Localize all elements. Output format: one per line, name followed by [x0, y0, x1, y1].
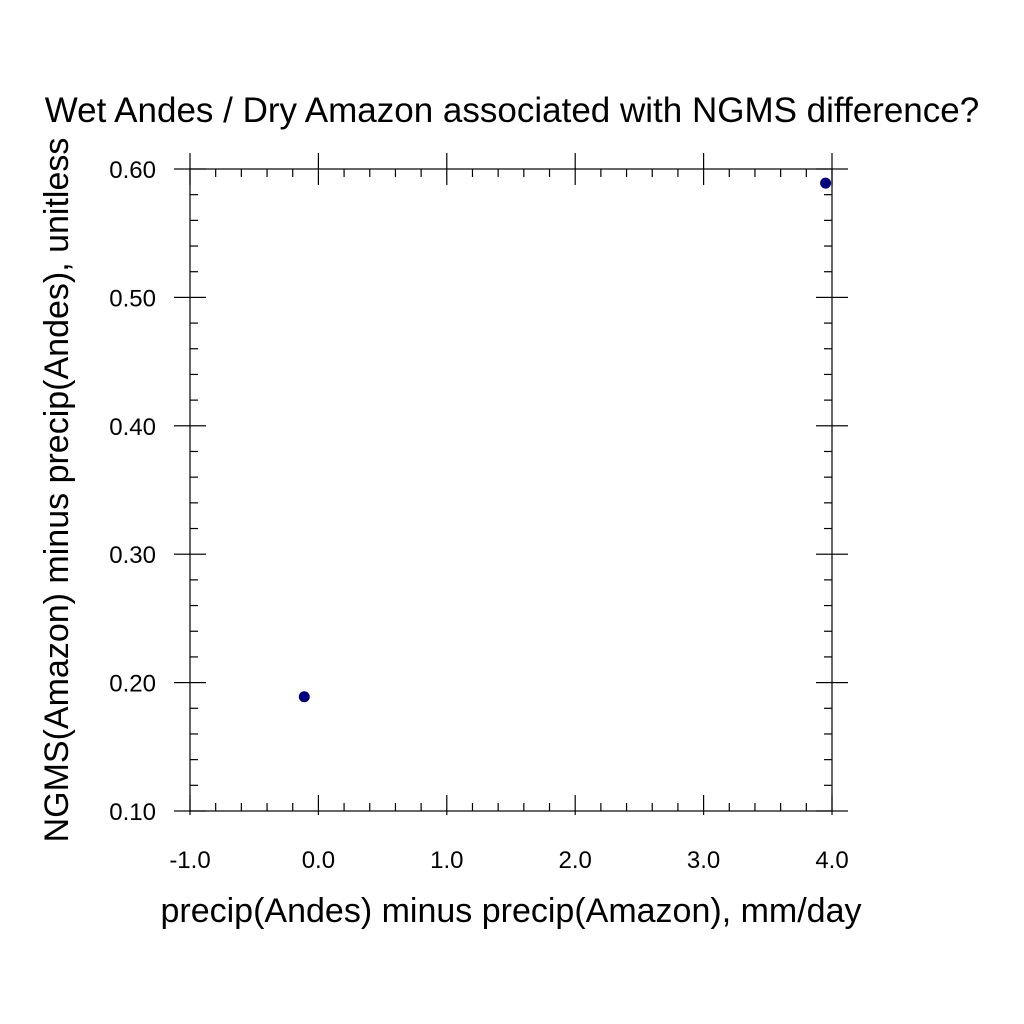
- data-points: [298, 177, 832, 703]
- x-tick-label: 3.0: [687, 847, 720, 874]
- x-tick-label: 2.0: [559, 847, 592, 874]
- y-tick-label: 0.30: [109, 542, 156, 569]
- plot-border: [189, 168, 833, 812]
- data-point: [298, 691, 310, 703]
- y-tick-label: 0.20: [109, 671, 156, 698]
- chart-title: Wet Andes / Dry Amazon associated with N…: [45, 91, 979, 130]
- x-tick-label: 1.0: [430, 847, 463, 874]
- plot-frame: [189, 168, 833, 812]
- data-point: [820, 177, 832, 189]
- y-axis-label: NGMS(Amazon) minus precip(Andes), unitle…: [38, 138, 76, 843]
- y-tick-label: 0.10: [109, 799, 156, 826]
- axis-tick-labels: -1.0 0.0 1.0 2.0 3.0 4.0 0.10 0.20 0.30 0.40 0.50 0…: [109, 157, 848, 874]
- y-tick-label: 0.40: [109, 414, 156, 441]
- y-tick-label: 0.60: [109, 157, 156, 184]
- x-tick-label: 4.0: [815, 847, 848, 874]
- axis-ticks: [174, 153, 848, 815]
- x-axis-label: precip(Andes) minus precip(Amazon), mm/d…: [160, 892, 861, 930]
- x-tick-label: -1.0: [169, 847, 210, 874]
- y-tick-label: 0.50: [109, 285, 156, 312]
- x-tick-label: 0.0: [302, 847, 335, 874]
